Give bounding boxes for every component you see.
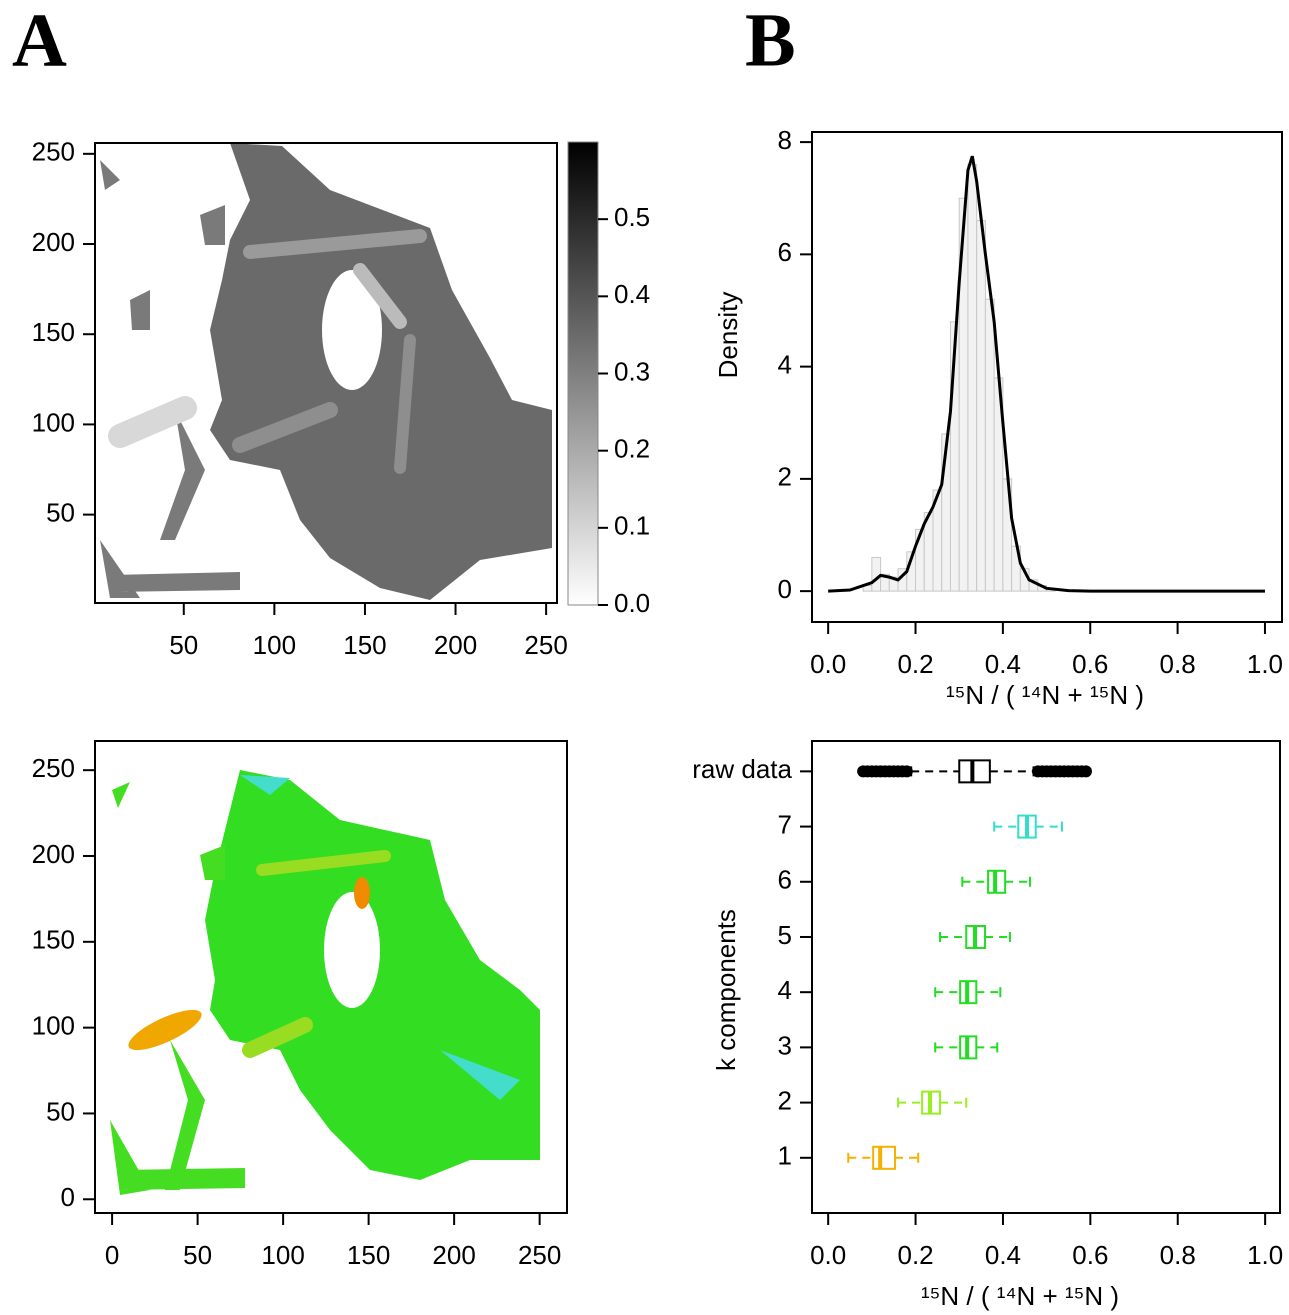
- x-tick-label: 250: [518, 1240, 561, 1270]
- histogram-bar: [967, 164, 978, 592]
- histogram-bar: [984, 298, 995, 592]
- y-tick-label: 50: [46, 497, 75, 527]
- histogram-bar: [871, 556, 882, 592]
- y-tick-label: 100: [32, 1011, 75, 1041]
- plot-frame: [811, 740, 1281, 1214]
- y-tick-label: 2: [778, 1085, 792, 1115]
- y-tick-label: 2: [778, 462, 792, 492]
- colorbar-tick-label: 0.3: [614, 356, 650, 386]
- y-tick-label: 200: [32, 839, 75, 869]
- x-tick-label: 0.4: [985, 649, 1021, 679]
- y-tick-label: 6: [778, 865, 792, 895]
- x-tick-label: 150: [347, 1240, 390, 1270]
- image-region: [210, 143, 552, 600]
- x-tick-label: 200: [434, 630, 477, 660]
- colorbar-tick-label: 0.0: [614, 588, 650, 618]
- x-tick-label: 0.6: [1072, 649, 1108, 679]
- x-tick-label: 0.2: [897, 649, 933, 679]
- x-tick-label: 100: [253, 630, 296, 660]
- plot-frame: [811, 131, 1283, 623]
- image-streak: [353, 263, 407, 329]
- x-tick-label: 0.6: [1072, 1240, 1108, 1270]
- y-tick-label: 50: [46, 1096, 75, 1126]
- x-tick-label: 50: [169, 630, 198, 660]
- y-tick-label: 3: [778, 1030, 792, 1060]
- x-tick-label: 0.2: [897, 1240, 933, 1270]
- image-streak: [242, 1017, 313, 1058]
- x-axis-label: ¹⁵N / ( ¹⁴N + ¹⁵N ): [946, 680, 1144, 710]
- colorbar-tick-label: 0.1: [614, 511, 650, 541]
- box: [958, 759, 991, 784]
- x-tick-label: 0.8: [1160, 1240, 1196, 1270]
- colorbar-tick-label: 0.4: [614, 279, 650, 309]
- image-streak: [232, 402, 338, 453]
- image-streak: [243, 229, 427, 259]
- x-tick-label: 0: [105, 1240, 119, 1270]
- grayscale-image: [100, 143, 552, 600]
- x-tick-label: 50: [183, 1240, 212, 1270]
- plot-frame: [94, 142, 558, 604]
- image-streak: [108, 396, 197, 448]
- histogram-bar: [976, 220, 986, 592]
- image-hole: [322, 270, 382, 390]
- outlier: [900, 765, 913, 778]
- x-tick-label: 150: [343, 630, 386, 660]
- y-tick-label: 1: [778, 1141, 792, 1171]
- box: [872, 1145, 897, 1170]
- y-tick-label: 200: [32, 227, 75, 257]
- outlier: [1079, 765, 1092, 778]
- x-tick-label: 100: [261, 1240, 304, 1270]
- y-tick-label: 0: [778, 574, 792, 604]
- colorbar-tick-label: 0.2: [614, 434, 650, 464]
- y-tick-label: 6: [778, 237, 792, 267]
- y-tick-label: 0: [61, 1182, 75, 1212]
- colorbar: [567, 141, 599, 606]
- y-tick-label: 4: [778, 975, 792, 1005]
- y-tick-label: 7: [778, 809, 792, 839]
- x-tick-label: 250: [524, 630, 567, 660]
- x-tick-label: 1.0: [1247, 1240, 1283, 1270]
- y-axis-label: Density: [713, 292, 743, 379]
- y-axis-label: k components: [711, 909, 741, 1071]
- x-tick-label: 0.0: [810, 1240, 846, 1270]
- y-tick-label: raw data: [692, 754, 792, 784]
- y-tick-label: 4: [778, 349, 792, 379]
- y-tick-label: 5: [778, 920, 792, 950]
- y-tick-label: 250: [32, 137, 75, 167]
- image-streak: [128, 1009, 202, 1051]
- x-tick-label: 0.4: [985, 1240, 1021, 1270]
- panel-label: B: [745, 0, 796, 82]
- image-streak: [256, 850, 391, 876]
- plot-frame: [94, 740, 568, 1214]
- x-tick-label: 200: [432, 1240, 475, 1270]
- image-region: [110, 782, 245, 1195]
- density-line: [828, 155, 1265, 593]
- color-image: [110, 770, 540, 1195]
- colorbar-tick-label: 0.5: [614, 202, 650, 232]
- y-tick-label: 8: [778, 125, 792, 155]
- image-streak: [394, 334, 416, 474]
- y-tick-label: 150: [32, 925, 75, 955]
- x-tick-label: 0.0: [810, 649, 846, 679]
- x-axis-label: ¹⁵N / ( ¹⁴N + ¹⁵N ): [921, 1281, 1119, 1311]
- x-tick-label: 1.0: [1247, 649, 1283, 679]
- panel-label: A: [12, 0, 67, 82]
- y-tick-label: 250: [32, 753, 75, 783]
- y-tick-label: 150: [32, 317, 75, 347]
- y-tick-label: 100: [32, 407, 75, 437]
- x-tick-label: 0.8: [1160, 649, 1196, 679]
- image-hole: [324, 892, 380, 1008]
- image-streak: [354, 877, 370, 909]
